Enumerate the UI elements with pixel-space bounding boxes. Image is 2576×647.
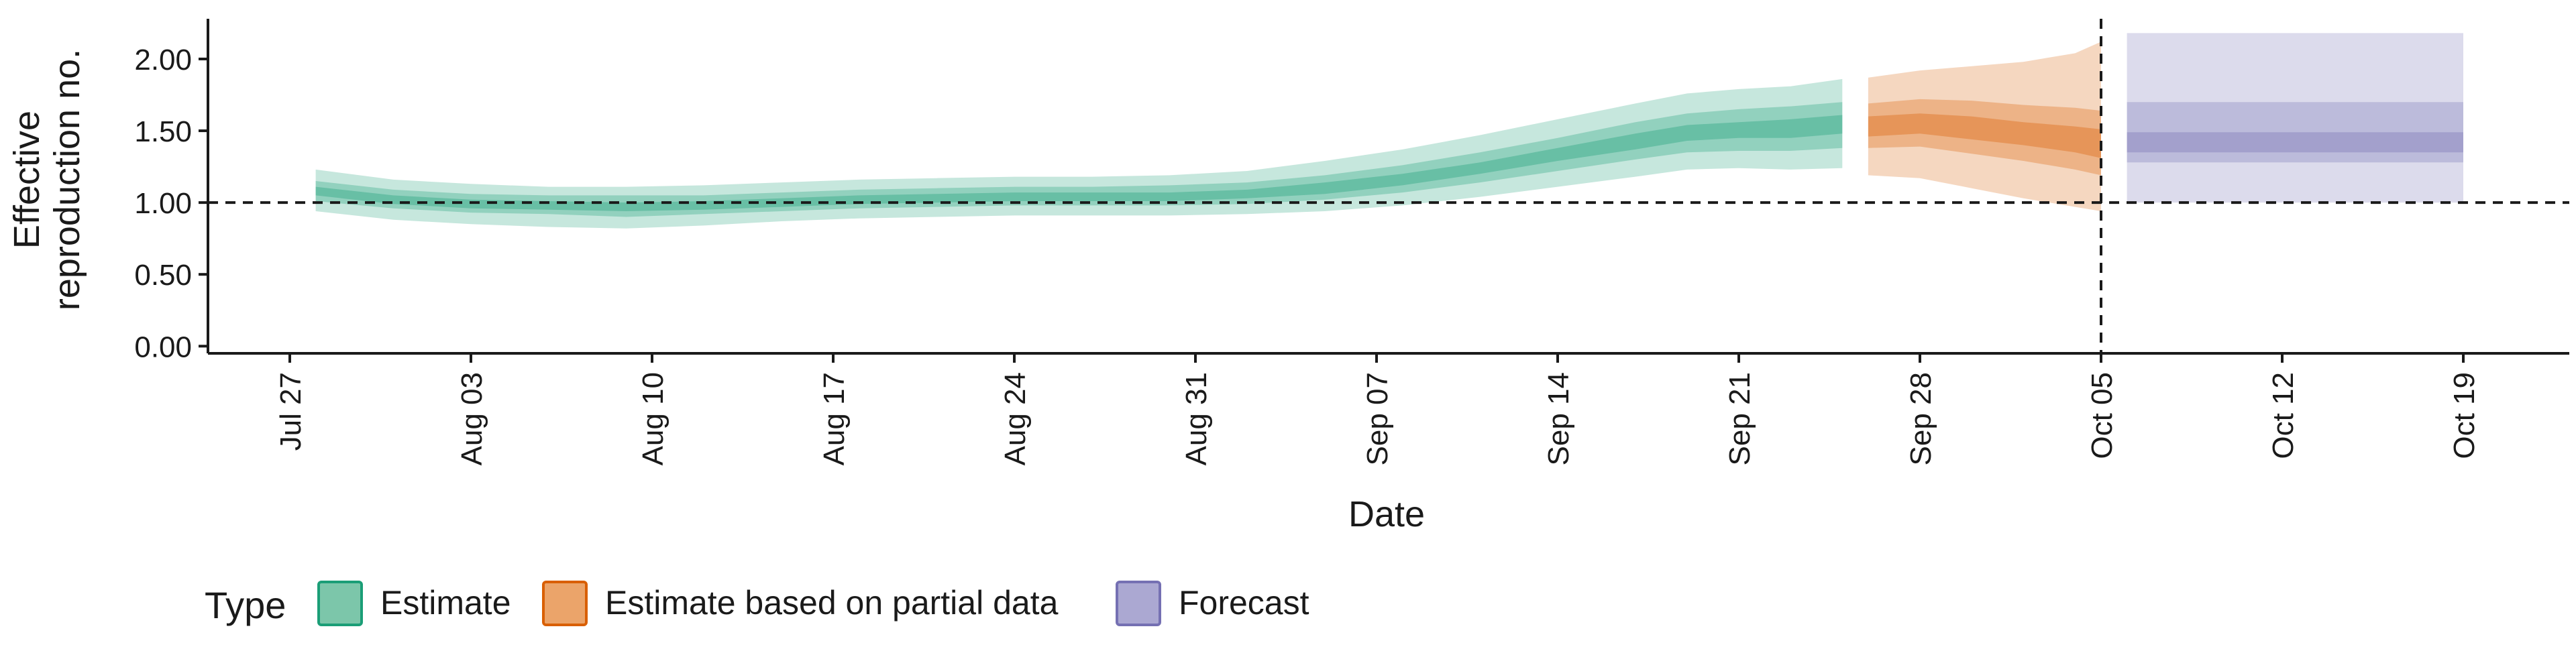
x-tick-label: Sep 21 (1723, 372, 1756, 465)
y-tick-label: 1.00 (134, 187, 192, 220)
legend-label-2: Forecast (1179, 584, 1309, 622)
x-axis-title: Date (1348, 494, 1425, 534)
legend-swatch-1 (542, 581, 588, 626)
y-tick-label: 1.50 (134, 115, 192, 148)
x-tick-label: Aug 03 (455, 372, 488, 465)
x-tick-label: Sep 28 (1904, 372, 1937, 465)
series-0-band-20 (315, 115, 1843, 211)
series-0-band-50 (315, 102, 1843, 217)
y-axis: 0.00 0.50 1.00 1.50 2.00 (134, 19, 209, 363)
x-tick-label: Oct 19 (2448, 372, 2481, 459)
plot-area (315, 33, 2463, 229)
x-tick-label: Jul 27 (274, 372, 307, 451)
x-tick-label: Aug 24 (999, 372, 1032, 465)
x-tick-label: Aug 31 (1180, 372, 1213, 465)
legend-swatch-0 (317, 581, 363, 626)
y-tick-label: 0.00 (134, 331, 192, 363)
x-tick-label: Oct 12 (2267, 372, 2300, 459)
series-0-band-90 (315, 78, 1843, 229)
series-1-band-50 (1868, 99, 2101, 176)
series-2-band-90 (2127, 33, 2463, 203)
legend-title: Type (205, 584, 286, 626)
legend-label-1: Estimate based on partial data (605, 584, 1059, 622)
x-tick-label: Oct 05 (2086, 372, 2118, 459)
series-1-band-20 (1868, 113, 2101, 158)
legend-label-0: Estimate (380, 584, 511, 622)
axes: 0.00 0.50 1.00 1.50 2.00 Jul 27 Aug 03 Aug 10 A… (134, 19, 2569, 465)
y-tick-label: 0.50 (134, 259, 192, 292)
x-tick-label: Aug 10 (637, 372, 669, 465)
series-2-band-20 (2127, 132, 2463, 153)
x-tick-label: Sep 14 (1542, 372, 1575, 465)
series-1-band-90 (1868, 42, 2101, 211)
series-1 (1868, 42, 2101, 211)
y-axis-title-line: reproduction no. (47, 49, 87, 310)
x-axis: Jul 27 Aug 03 Aug 10 Aug 17 Aug 24 Aug 31 Sep … (208, 352, 2569, 465)
y-axis-title-line: Effective (7, 111, 47, 249)
x-tick-label: Aug 17 (818, 372, 851, 465)
y-axis-title: Effectivereproduction no. (7, 49, 87, 310)
legend-swatch-2 (1116, 581, 1161, 626)
series-2 (2127, 33, 2463, 203)
x-tick-label: Sep 07 (1361, 372, 1394, 465)
series-0 (315, 78, 1843, 229)
series-2-band-50 (2127, 102, 2463, 163)
y-tick-label: 2.00 (134, 44, 192, 76)
legend: Type Estimate Estimate based on partial d… (205, 581, 1309, 626)
reference-lines (208, 19, 2569, 353)
